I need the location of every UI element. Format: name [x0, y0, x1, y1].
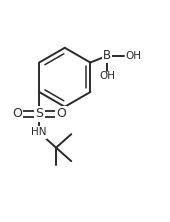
Text: O: O [12, 107, 22, 121]
Text: OH: OH [99, 71, 115, 81]
Text: B: B [103, 49, 111, 62]
Text: HN: HN [31, 127, 46, 137]
Text: OH: OH [125, 51, 141, 61]
Text: O: O [56, 107, 66, 121]
Text: S: S [35, 107, 43, 121]
